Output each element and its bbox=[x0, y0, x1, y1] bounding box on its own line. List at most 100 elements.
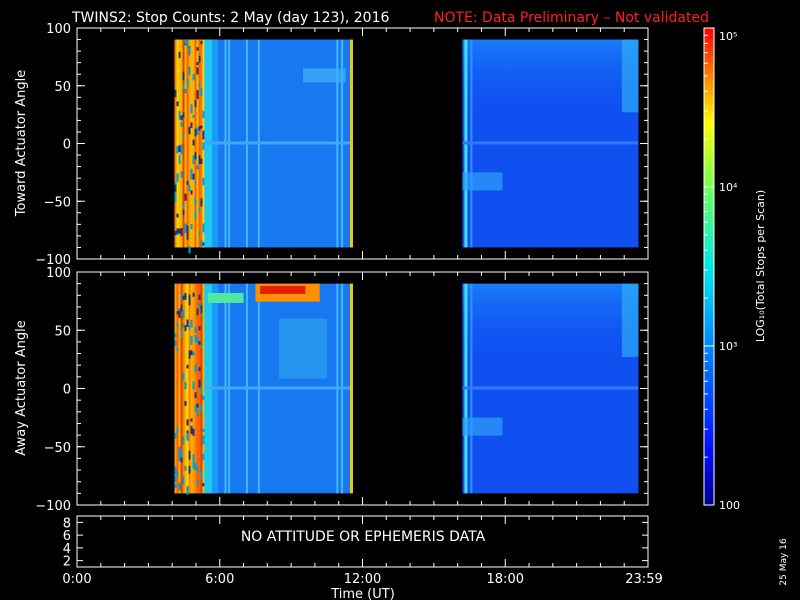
heatmap-speck bbox=[176, 428, 179, 433]
heatmap-speck bbox=[180, 228, 183, 237]
colorbar-tick-label: 10⁴ bbox=[719, 181, 738, 194]
heatmap-speck bbox=[190, 350, 193, 356]
heatmap-edge bbox=[349, 39, 353, 248]
heatmap-feature bbox=[260, 285, 306, 294]
colorbar-tick-label: 10⁵ bbox=[719, 30, 737, 43]
y-tick-label: 50 bbox=[54, 80, 71, 95]
heatmap-speck bbox=[190, 223, 193, 230]
heatmap-speck bbox=[182, 209, 185, 216]
y-tick-label: −50 bbox=[44, 441, 71, 456]
heatmap-speck bbox=[182, 85, 185, 90]
heatmap-speck bbox=[182, 295, 185, 301]
heatmap-stripe bbox=[186, 39, 189, 248]
heatmap-speck bbox=[178, 308, 181, 312]
heatmap-speck bbox=[176, 426, 179, 431]
heatmap-stripe bbox=[186, 283, 189, 494]
heatmap-speck bbox=[186, 40, 189, 47]
heatmap-speck bbox=[176, 311, 179, 315]
y-tick-label: 6 bbox=[63, 529, 71, 544]
heatmap-speck bbox=[200, 239, 203, 247]
heatmap-speck bbox=[180, 449, 183, 458]
heatmap-speck bbox=[188, 450, 191, 460]
chart-title: TWINS2: Stop Counts: 2 May (day 123), 20… bbox=[71, 10, 389, 26]
heatmap-speck bbox=[178, 446, 181, 455]
heatmap-speck bbox=[186, 231, 189, 240]
heatmap-speck bbox=[184, 39, 187, 45]
heatmap-speck bbox=[194, 392, 197, 399]
heatmap-speck bbox=[198, 83, 201, 88]
heatmap-speck bbox=[180, 171, 183, 178]
heatmap-stripe bbox=[196, 39, 199, 248]
heatmap-speck bbox=[200, 470, 203, 480]
heatmap-stripe bbox=[180, 39, 183, 248]
heatmap-speck bbox=[180, 304, 183, 312]
no-data-message: NO ATTITUDE OR EPHEMERIS DATA bbox=[241, 529, 486, 545]
heatmap-speck bbox=[176, 213, 179, 218]
heatmap-stripe bbox=[188, 39, 191, 248]
heatmap-speck bbox=[184, 228, 187, 233]
heatmap-speck bbox=[194, 181, 197, 185]
heatmap-speck bbox=[184, 325, 187, 332]
heatmap-speck bbox=[182, 436, 185, 445]
colorbar-ticks: 10⁵ 10⁴ 10³ 100 bbox=[704, 27, 740, 512]
y-tick-label: −100 bbox=[35, 499, 71, 514]
heatmap-speck bbox=[194, 210, 197, 220]
heatmap-speck bbox=[202, 142, 205, 150]
heatmap-stripe bbox=[188, 283, 191, 494]
heatmap-speck bbox=[196, 467, 199, 473]
heatmap-speck bbox=[176, 146, 179, 154]
x-tick-label: 23:59 bbox=[625, 572, 662, 587]
heatmap-speck bbox=[192, 381, 195, 390]
heatmap-speck bbox=[196, 62, 199, 66]
heatmap-speck bbox=[186, 364, 189, 369]
heatmap-speck bbox=[202, 453, 205, 461]
heatmap-speck bbox=[174, 195, 177, 203]
heatmap-speck bbox=[200, 386, 203, 395]
heatmap-feature bbox=[207, 292, 244, 303]
heatmap-stripe bbox=[190, 39, 193, 248]
heatmap-speck bbox=[176, 322, 179, 328]
heatmap-speck bbox=[174, 483, 177, 489]
heatmap-speck bbox=[192, 139, 195, 146]
heatmap-speck bbox=[186, 180, 189, 186]
heatmap-speck bbox=[178, 483, 181, 491]
heatmap-speck bbox=[200, 404, 203, 413]
heatmap-stripe bbox=[196, 283, 199, 494]
heatmap-speck bbox=[194, 152, 197, 160]
heatmap-speck bbox=[194, 327, 197, 333]
heatmap-feature bbox=[462, 172, 503, 191]
heatmap-speck bbox=[186, 486, 189, 495]
heatmap-speck bbox=[190, 336, 193, 345]
colorbar-label: LOG₁₀(Total Stops per Scan) bbox=[754, 190, 767, 342]
heatmap-speck bbox=[184, 292, 187, 300]
heatmap-speck bbox=[176, 472, 179, 478]
heatmap-speck bbox=[190, 171, 193, 180]
heatmap-speck bbox=[174, 89, 177, 98]
heatmap-speck bbox=[192, 74, 195, 81]
heatmap-speck bbox=[180, 115, 183, 121]
heatmap-speck bbox=[180, 454, 183, 463]
heatmap-stripe bbox=[178, 283, 181, 494]
heatmap-speck bbox=[174, 432, 177, 439]
heatmap-speck bbox=[196, 480, 199, 486]
preliminary-note: NOTE: Data Preliminary – Not validated bbox=[434, 10, 709, 26]
heatmap-speck bbox=[184, 223, 187, 232]
heatmap-stripe bbox=[198, 39, 201, 248]
heatmap-speck bbox=[192, 454, 195, 463]
heatmap-speck bbox=[202, 223, 205, 233]
heatmap-speck bbox=[202, 130, 205, 140]
heatmap-speck bbox=[182, 134, 185, 139]
heatmap-stripe bbox=[200, 39, 203, 248]
middle-ylabel: Away Actuator Angle bbox=[14, 320, 29, 455]
heatmap-speck bbox=[198, 341, 201, 345]
heatmap-speck bbox=[194, 334, 197, 343]
heatmap-speck bbox=[202, 435, 205, 440]
heatmap-speck bbox=[184, 466, 187, 471]
heatmap-speck bbox=[196, 67, 199, 75]
heatmap-speck bbox=[180, 122, 183, 127]
heatmap-speck bbox=[182, 71, 185, 81]
heatmap-speck bbox=[188, 350, 191, 359]
top-ylabel: Toward Actuator Angle bbox=[14, 70, 29, 217]
x-tick-label: 6:00 bbox=[205, 572, 234, 587]
